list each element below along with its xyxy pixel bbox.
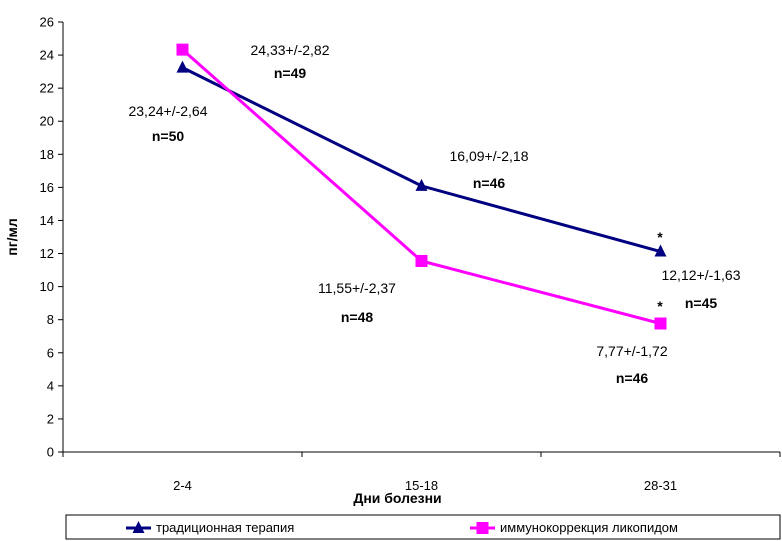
y-tick-label: 20 [40, 114, 54, 129]
y-tick-label: 4 [47, 378, 54, 393]
data-label-n: n=46 [473, 175, 506, 191]
triangle-marker [176, 60, 189, 73]
x-axis: 2-4 15-18 28-31 [62, 451, 781, 493]
y-tick-label: 14 [40, 213, 54, 228]
data-label-value: 24,33+/-2,82 [250, 42, 329, 58]
y-tick-label: 12 [40, 246, 54, 261]
x-tick-label: 15-18 [405, 478, 438, 493]
x-tick-label: 28-31 [644, 478, 677, 493]
triangle-marker [132, 521, 145, 533]
y-tick-label: 24 [40, 48, 54, 63]
series-group [176, 43, 667, 330]
y-tick-label: 16 [40, 180, 54, 195]
square-marker [654, 317, 667, 330]
triangle-marker [654, 244, 667, 257]
data-label-n: n=49 [274, 65, 307, 81]
legend-box [65, 514, 781, 540]
data-label-value: 11,55+/-2,37 [318, 280, 396, 296]
square-marker [176, 43, 189, 56]
y-tick-label: 0 [47, 445, 54, 460]
x-tick-label: 2-4 [173, 478, 192, 493]
y-tick-label: 26 [40, 15, 54, 30]
y-axis-label: пг/мл [4, 218, 20, 255]
series-line [181, 66, 661, 254]
square-marker [415, 254, 428, 267]
y-tick-label: 2 [47, 411, 54, 426]
data-label-value: 7,77+/-1,72 [596, 343, 667, 359]
square-marker [476, 522, 489, 534]
data-label-value: 12,12+/-1,63 [661, 267, 740, 283]
data-label-n: n=50 [152, 128, 185, 144]
data-label-value: 23,24+/-2,64 [128, 103, 207, 119]
data-label-n: n=45 [685, 295, 718, 311]
significance-asterisk: * [657, 298, 663, 314]
significance-asterisk: * [657, 229, 663, 245]
data-labels: 23,24+/-2,64 n=50 16,09+/-2,18 n=46 12,12+/-… [128, 42, 740, 386]
x-axis-label: Дни болезни [353, 490, 441, 506]
data-label-n: n=48 [341, 309, 374, 325]
data-label-value: 16,09+/-2,18 [449, 148, 528, 164]
data-label-n: n=46 [616, 370, 649, 386]
legend-entry-label: иммунокоррекция ликопидом [500, 520, 678, 535]
legend-entry-label: традиционная терапия [156, 520, 294, 535]
legend: традиционная терапия иммунокоррекция лико… [65, 514, 781, 540]
y-tick-label: 22 [40, 81, 54, 96]
y-tick-label: 18 [40, 147, 54, 162]
y-tick-label: 10 [40, 279, 54, 294]
y-tick-label: 6 [47, 345, 54, 360]
y-tick-label: 8 [47, 312, 54, 327]
triangle-marker [415, 178, 428, 191]
